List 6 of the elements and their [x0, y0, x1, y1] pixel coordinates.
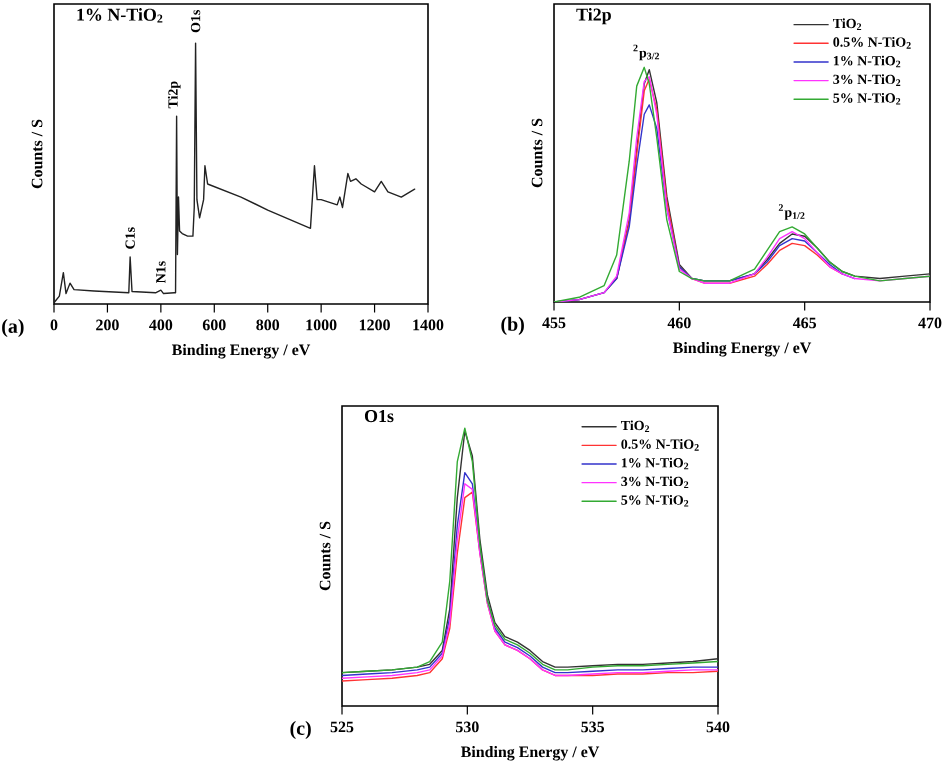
text: (a) [2, 318, 24, 338]
text: (b) [501, 316, 524, 335]
chart-title: 1% N-TiO$_{2}$ [77, 8, 163, 23]
chart-title: O1s [364, 410, 394, 423]
chart-title: Ti2p [576, 8, 611, 25]
text: (c) [290, 720, 311, 740]
